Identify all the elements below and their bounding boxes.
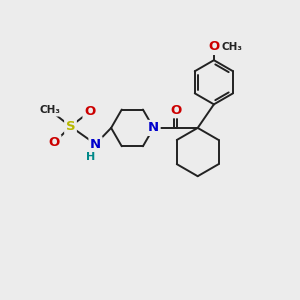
Text: O: O: [170, 104, 181, 117]
Text: CH₃: CH₃: [39, 105, 60, 115]
Text: O: O: [49, 136, 60, 149]
Text: CH₃: CH₃: [221, 42, 242, 52]
Text: O: O: [84, 105, 95, 118]
Text: H: H: [86, 152, 96, 162]
Text: O: O: [208, 40, 220, 53]
Text: N: N: [90, 138, 101, 151]
Text: N: N: [148, 122, 159, 134]
Text: S: S: [66, 120, 75, 133]
